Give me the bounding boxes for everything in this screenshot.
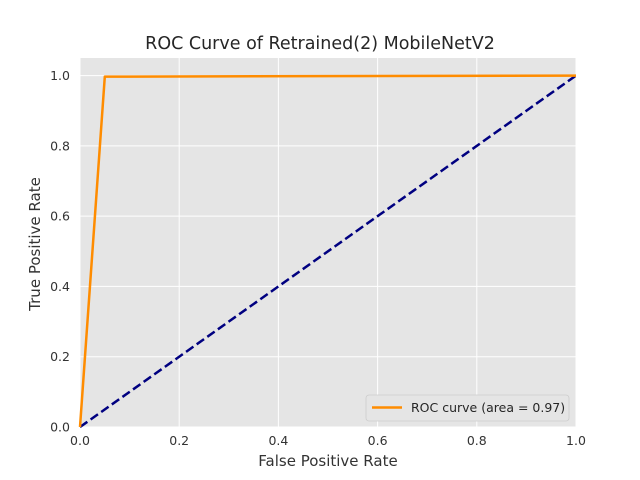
y-tick-label: 0.2	[50, 349, 70, 364]
legend: ROC curve (area = 0.97)	[365, 394, 570, 422]
y-axis-label: True Positive Rate	[26, 177, 44, 312]
chart-title: ROC Curve of Retrained(2) MobileNetV2	[145, 34, 495, 54]
x-tick-label: 0.0	[70, 433, 90, 448]
y-tick-label: 0.0	[50, 420, 70, 435]
legend-label-roc: ROC curve (area = 0.97)	[411, 400, 565, 415]
plot-area	[80, 58, 576, 427]
gridlines	[79, 58, 577, 428]
roc-curve-line	[78, 74, 577, 428]
x-tick-label: 0.4	[268, 433, 288, 448]
y-tick-label: 0.4	[50, 279, 70, 294]
x-tick-label: 0.6	[368, 433, 388, 448]
y-tick-label: 0.8	[50, 138, 70, 153]
x-axis-label: False Positive Rate	[258, 452, 397, 470]
tick-labels: 0.0 0.2 0.4 0.6 0.8 1.0 0.0 0.2 0.4 0.6 0.8 1.0	[50, 68, 586, 448]
y-tick-label: 0.6	[50, 209, 70, 224]
x-tick-label: 0.8	[467, 433, 487, 448]
series-layer	[78, 74, 577, 429]
chance-diagonal-line	[79, 74, 577, 429]
legend-box	[365, 394, 570, 422]
x-tick-label: 1.0	[566, 433, 586, 448]
y-tick-label: 1.0	[50, 68, 70, 83]
x-tick-label: 0.2	[169, 433, 189, 448]
